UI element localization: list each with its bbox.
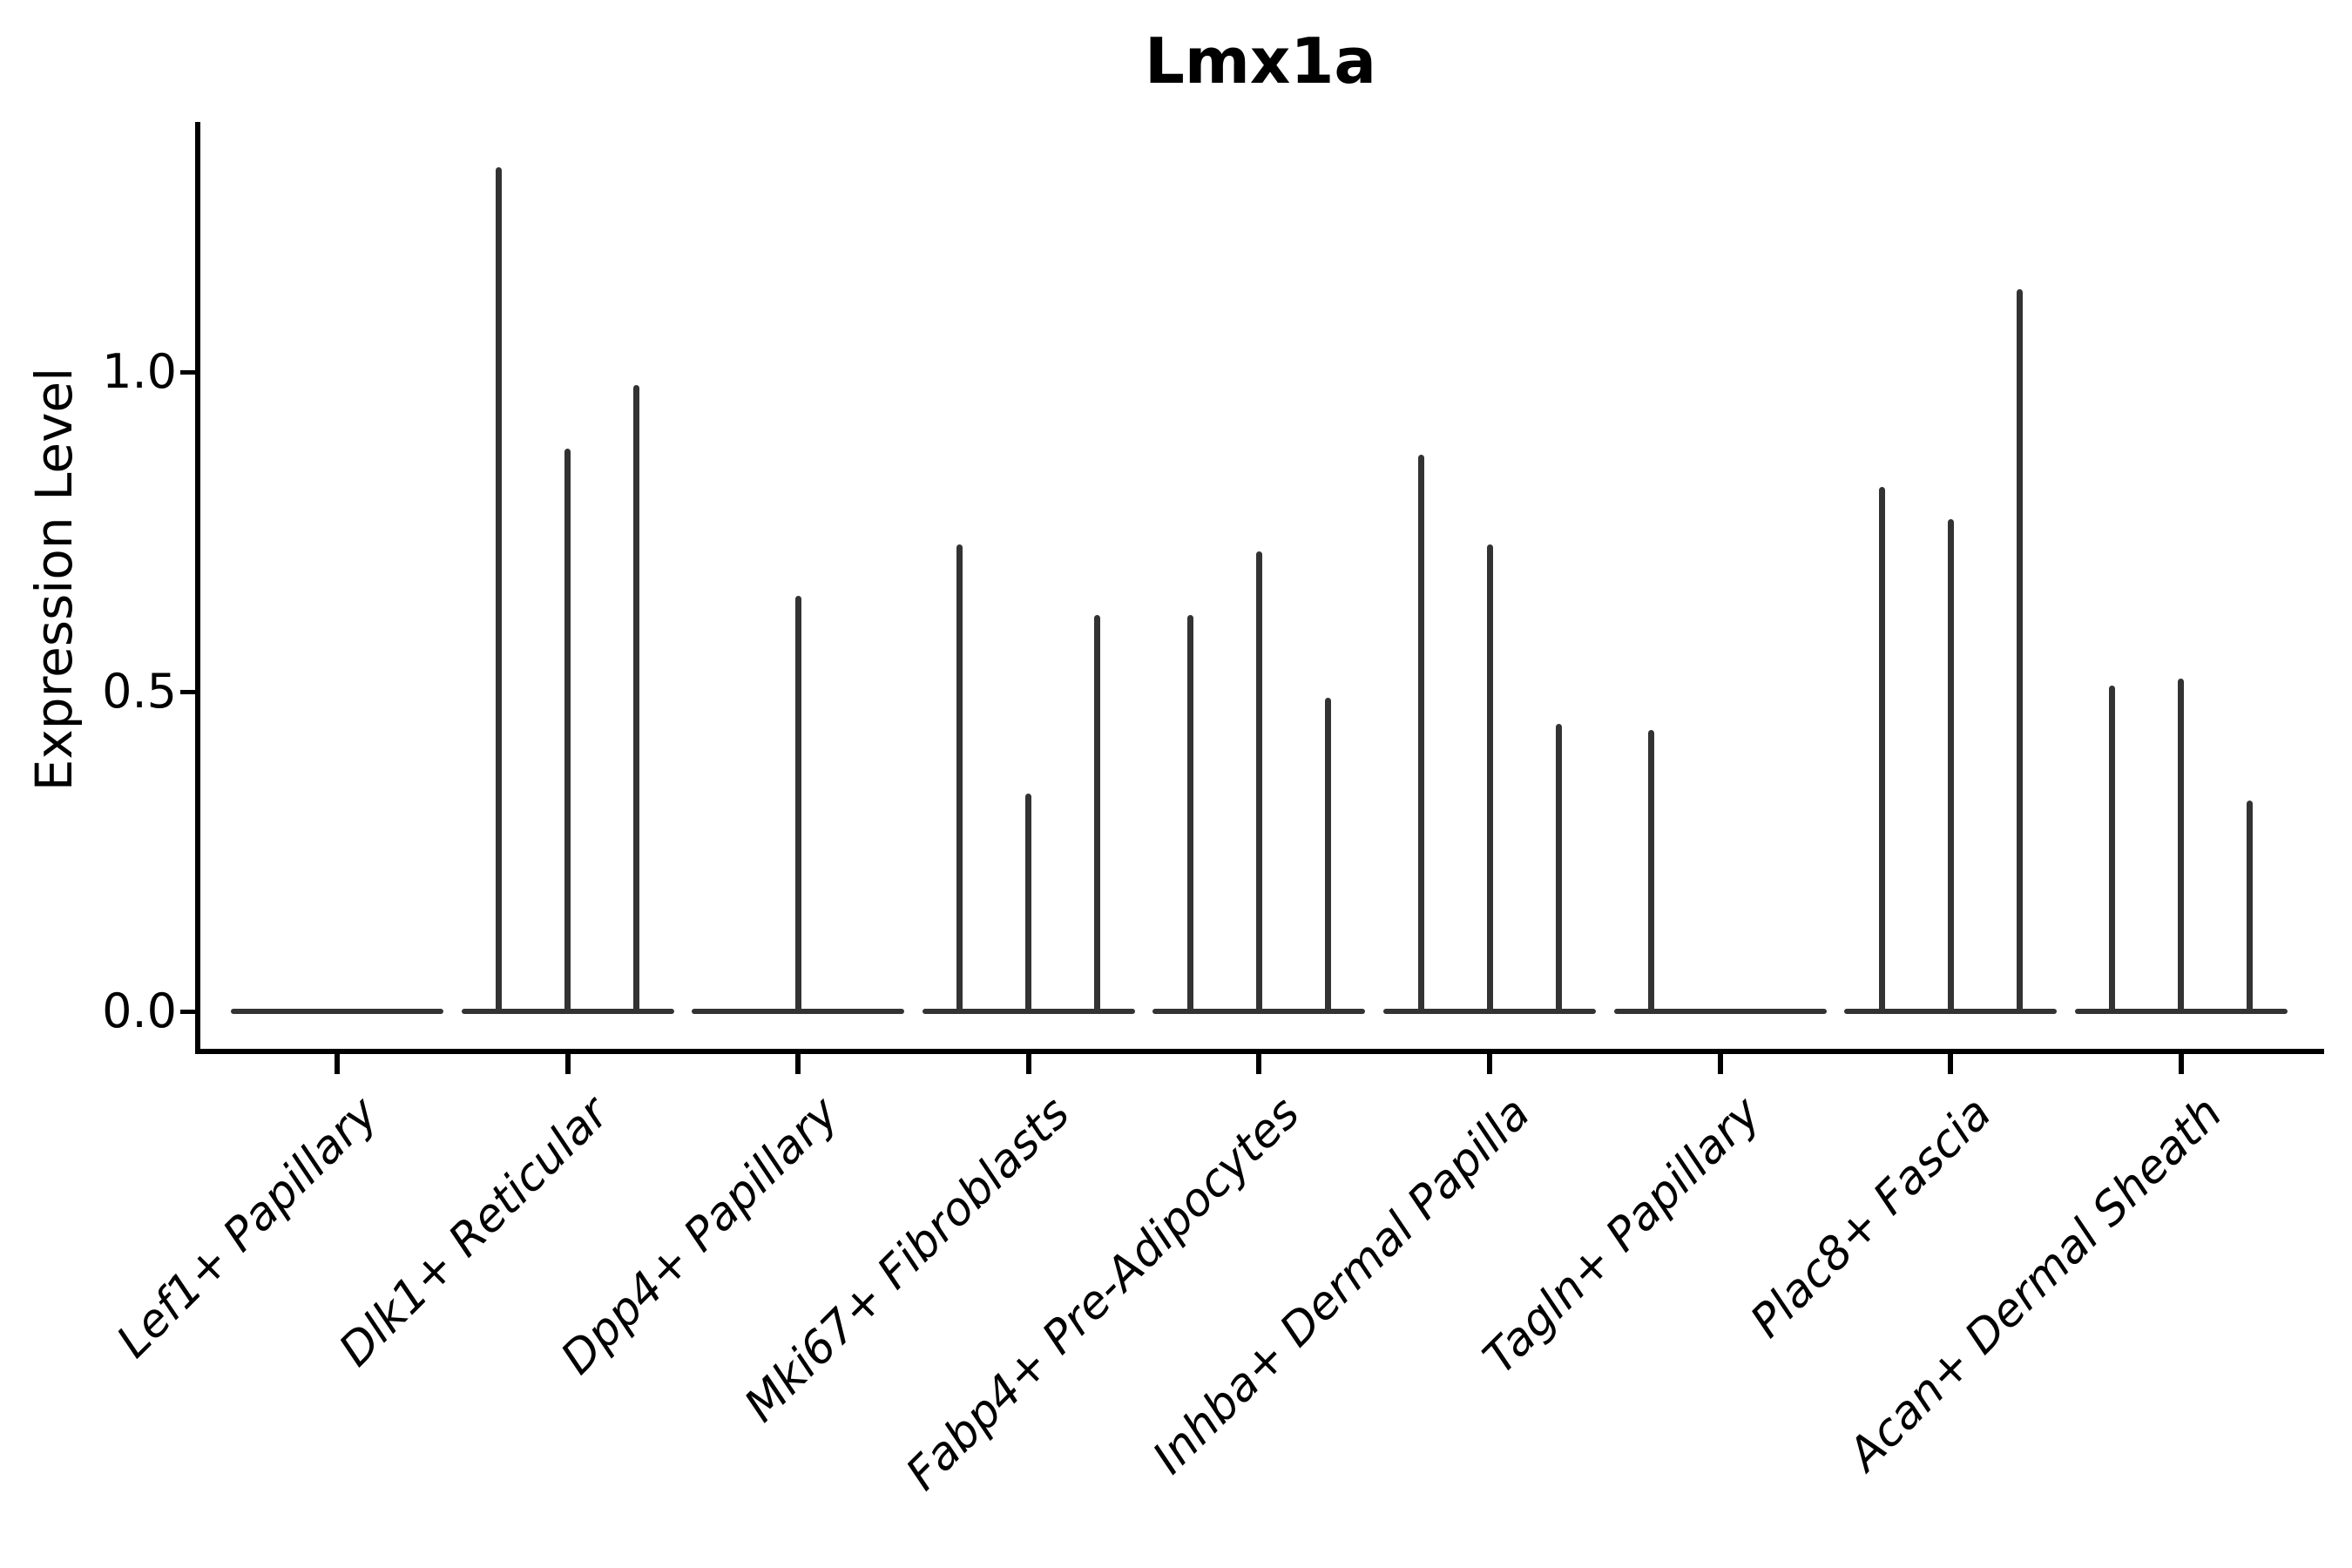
violin-spike [794, 595, 801, 1014]
y-axis-label: Expression Level [24, 367, 84, 792]
x-axis-tick-label: Acan+ Dermal Sheath [1838, 1087, 2233, 1481]
violin-spike [496, 167, 503, 1014]
violin-spike [2178, 679, 2185, 1014]
x-axis-tick [2178, 1051, 2184, 1074]
violin-spike [1324, 698, 1331, 1014]
violin-spike [956, 544, 963, 1014]
x-axis-tick [1025, 1051, 1031, 1074]
y-axis-tick-label: 0.0 [102, 983, 177, 1038]
violin-baseline [1613, 1009, 1827, 1014]
y-axis-spine [195, 122, 200, 1054]
plot-title: Lmx1a [1144, 24, 1377, 98]
violin-spike [1417, 455, 1424, 1014]
violin-spike [1025, 794, 1032, 1014]
x-axis-tick [1487, 1051, 1492, 1074]
x-axis-tick [564, 1051, 571, 1074]
violin-spike [1648, 730, 1655, 1014]
y-axis-tick-label: 0.5 [102, 664, 177, 719]
y-axis-tick [180, 1009, 199, 1014]
x-axis-tick [1256, 1051, 1262, 1074]
violin-spike [564, 449, 571, 1014]
violin-spike [1186, 614, 1193, 1014]
violin-spike [1555, 723, 1562, 1014]
x-axis-tick [1717, 1051, 1723, 1074]
violin-spike [633, 384, 640, 1014]
violin-baseline [231, 1009, 443, 1014]
y-axis-tick [180, 689, 199, 694]
violin-spike [1947, 518, 1954, 1014]
violin-spike [2247, 800, 2254, 1014]
violin-spike [1094, 614, 1101, 1014]
y-axis-tick-label: 1.0 [102, 344, 177, 399]
violin-spike [1878, 487, 1885, 1014]
violin-spike [2016, 288, 2023, 1014]
x-axis-tick-label: Inhba+ Dermal Papilla [1143, 1087, 1541, 1484]
violin-spike [1255, 551, 1262, 1014]
y-axis-tick [180, 369, 199, 375]
x-axis-tick-label: Plac8+ Fascia [1740, 1087, 2002, 1348]
violin-spike [2109, 685, 2116, 1014]
x-axis-tick [1948, 1051, 1954, 1074]
x-axis-tick [335, 1051, 340, 1074]
x-axis-tick-label: Fabp4+ Pre-Adipocytes [896, 1087, 1310, 1501]
x-axis-tick [795, 1051, 801, 1074]
violin-spike [1486, 544, 1493, 1014]
